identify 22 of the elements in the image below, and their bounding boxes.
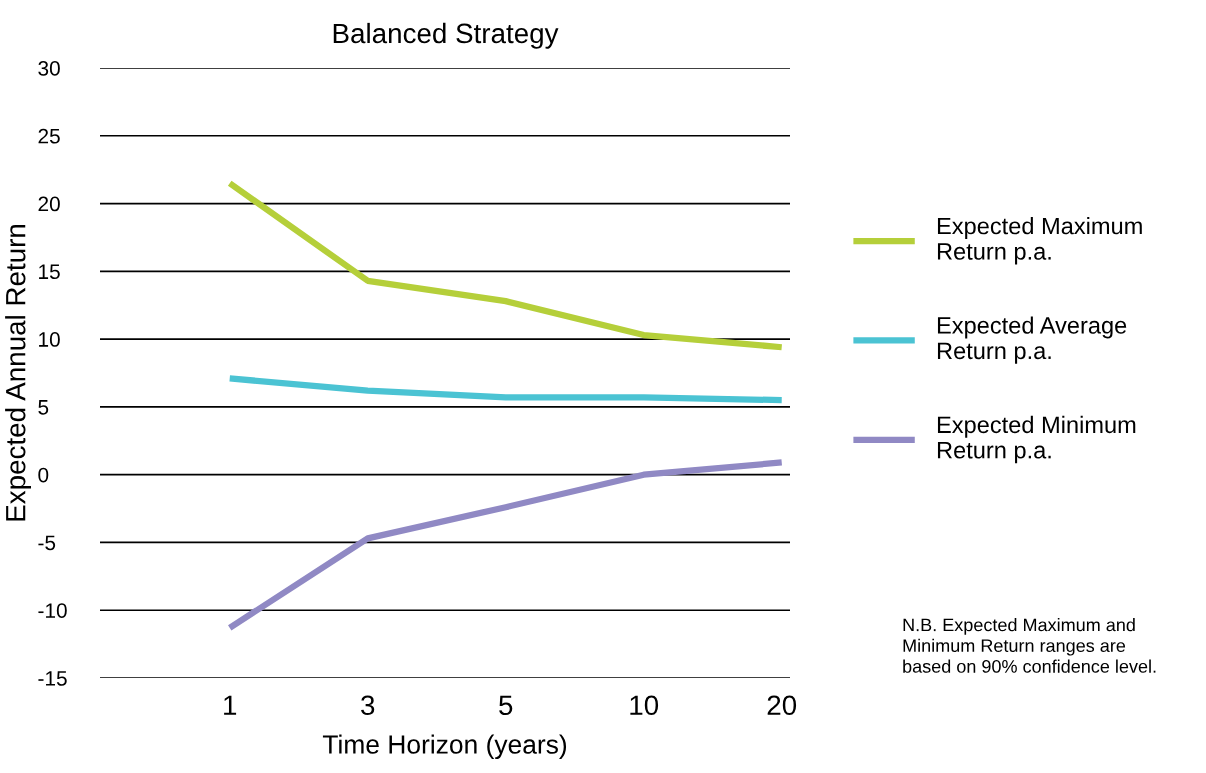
y-tick-label: 25 [38,128,60,144]
y-tick-label: 20 [38,196,60,212]
y-tick-label: 30 [38,61,60,76]
legend-label: Expected Average Return p.a. [937,316,1127,364]
x-tick-label: 3 [361,695,375,716]
x-axis-title: Time Horizon (years) [322,734,567,760]
y-tick-label: -10 [38,603,67,618]
y-tick-label: -5 [38,535,56,551]
y-tick-label: 15 [39,264,60,280]
legend-label: Expected Minimum Return p.a. [937,415,1136,464]
y-tick-label: 10 [39,332,60,347]
x-tick-label: 10 [630,695,659,716]
y-tick-label: 0 [38,467,49,483]
y-tick-label: 5 [38,400,49,415]
y-tick-label: -15 [38,671,67,686]
y-axis-title: Expected Annual Return [5,225,31,521]
x-tick-label: 5 [499,695,513,716]
text: N.B. Expected Maximum and Minimum Return ranges are based on 90% confidence level. [903,618,1156,673]
x-tick-label: 20 [767,695,797,716]
x-tick-label: 1 [224,695,237,715]
legend-label: Expected Maximum Return p.a. [937,217,1142,265]
chart-title: Balanced Strategy [333,22,559,49]
